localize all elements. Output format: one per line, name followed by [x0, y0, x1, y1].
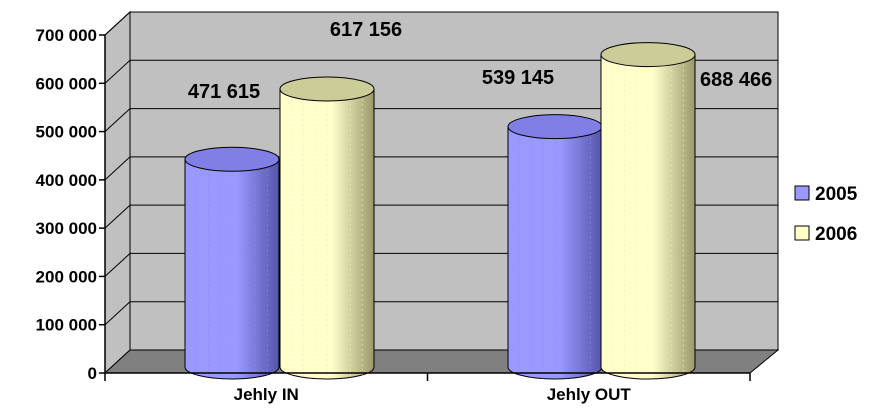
data-label: 471 615: [188, 81, 260, 103]
chart-side-wall: [104, 10, 131, 375]
y-tick-label: 200 000: [36, 267, 97, 286]
data-label: 539 145: [482, 67, 554, 89]
cylinder-top: [507, 114, 603, 140]
legend-swatch-2006: [794, 225, 810, 241]
gridline-side: [104, 108, 131, 132]
cylinder-body: [279, 88, 375, 380]
y-tick-label: 0: [88, 364, 97, 383]
bar-2006-jehly-in: [279, 76, 375, 380]
y-tick-label: 500 000: [36, 123, 97, 142]
gridline-side: [104, 253, 131, 277]
legend: 2005 2006: [779, 172, 891, 276]
legend-label-2005: 2005: [815, 184, 858, 205]
data-label: 617 156: [330, 19, 402, 41]
y-tick-label: 300 000: [36, 219, 97, 238]
x-tick-label: Jehly OUT: [547, 385, 632, 404]
x-tick-label: Jehly IN: [234, 385, 299, 404]
y-tick-label: 400 000: [36, 171, 97, 190]
y-tick-label: 100 000: [36, 316, 97, 335]
legend-swatch-2005: [794, 185, 810, 201]
gridline-side: [104, 204, 131, 229]
data-label: 688 466: [700, 69, 772, 91]
bar-2005-jehly-in: [184, 146, 280, 380]
cylinder-top: [279, 76, 375, 102]
gridline-side: [104, 59, 131, 84]
y-tick-label: 600 000: [36, 74, 97, 93]
bar-2005-jehly-out: [507, 114, 603, 380]
gridline-side: [104, 301, 131, 326]
cylinder-body: [184, 158, 280, 380]
y-tick-label: 700 000: [36, 26, 97, 45]
cylinder-top: [184, 146, 280, 172]
cylinder-top: [600, 42, 696, 68]
gridline-side: [104, 156, 131, 181]
legend-label-2006: 2006: [815, 224, 857, 245]
bar-2006-jehly-out: [600, 42, 696, 380]
gridline-side: [104, 11, 131, 36]
